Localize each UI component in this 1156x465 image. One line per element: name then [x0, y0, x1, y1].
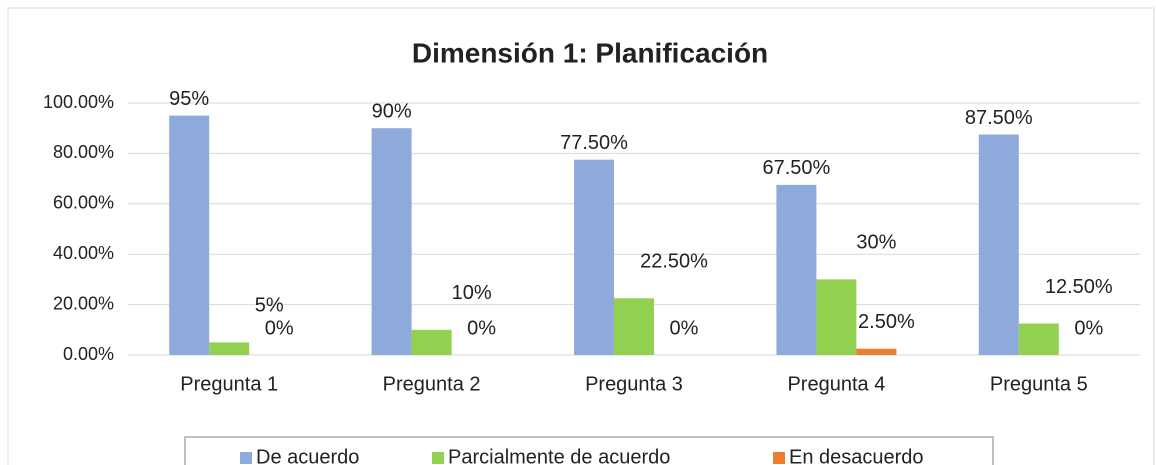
y-tick-label: 60.00%: [53, 193, 114, 213]
data-label: 12.50%: [1045, 276, 1113, 298]
y-tick-label: 100.00%: [43, 92, 114, 112]
data-label: 0%: [265, 317, 294, 339]
legend-swatch: [432, 452, 444, 464]
y-tick-label: 20.00%: [53, 293, 114, 313]
data-label: 67.50%: [762, 157, 830, 179]
bar: [371, 128, 412, 355]
legend-label: De acuerdo: [256, 446, 359, 465]
legend-swatch: [773, 452, 785, 464]
x-tick-label: Pregunta 4: [787, 373, 885, 395]
x-tick-label: Pregunta 2: [383, 373, 481, 395]
legend-swatch: [240, 452, 252, 464]
data-label: 77.50%: [560, 132, 628, 154]
x-tick-label: Pregunta 1: [180, 373, 278, 395]
data-label: 2.50%: [858, 311, 915, 333]
bar: [776, 184, 817, 355]
bar: [816, 279, 857, 355]
x-tick-label: Pregunta 3: [585, 373, 683, 395]
bar: [978, 134, 1019, 355]
data-label: 90%: [372, 100, 412, 122]
y-tick-label: 40.00%: [53, 243, 114, 263]
chart-title: Dimensión 1: Planificación: [412, 37, 768, 68]
bar: [614, 298, 654, 355]
bar: [411, 329, 452, 355]
bar: [209, 342, 250, 355]
bar: [856, 348, 897, 355]
bar: [169, 115, 210, 355]
legend-box: [184, 436, 994, 465]
bar: [574, 159, 614, 355]
y-tick-label: 80.00%: [53, 142, 114, 162]
data-label: 87.50%: [965, 107, 1033, 129]
data-label: 10%: [452, 282, 492, 304]
data-label: 30%: [856, 232, 896, 254]
data-label: 0%: [670, 317, 699, 339]
legend-label: En desacuerdo: [789, 446, 924, 465]
data-label: 0%: [467, 317, 496, 339]
legend-label: Parcialmente de acuerdo: [448, 446, 670, 465]
x-tick-label: Pregunta 5: [990, 373, 1088, 395]
data-label: 5%: [255, 295, 284, 317]
bar: [1018, 323, 1059, 355]
data-label: 0%: [1074, 317, 1103, 339]
data-label: 95%: [169, 88, 209, 110]
data-label: 22.50%: [640, 251, 708, 273]
y-tick-label: 0.00%: [63, 344, 114, 364]
